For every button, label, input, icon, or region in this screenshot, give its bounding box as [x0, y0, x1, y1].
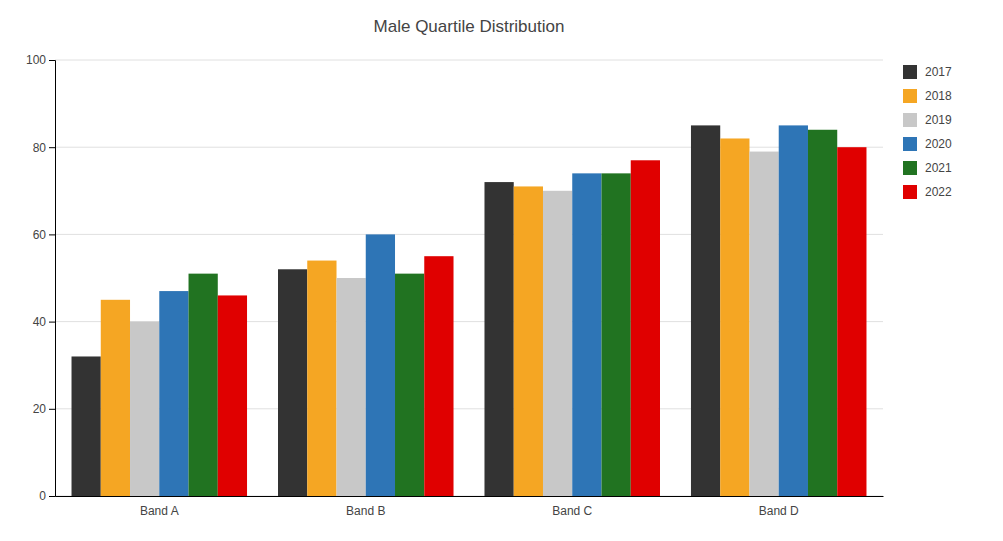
bar-series — [189, 130, 838, 496]
tick-label: Band A — [140, 504, 179, 518]
bar — [749, 152, 778, 496]
bar — [307, 261, 336, 496]
bar — [514, 186, 543, 496]
legend-label: 2017 — [925, 65, 952, 79]
bar — [572, 173, 601, 496]
legend: 2017 2018 2019 2020 2021 2022 — [903, 65, 952, 199]
legend-swatch — [903, 185, 917, 199]
legend-swatch — [903, 113, 917, 127]
bar — [720, 138, 749, 496]
legend-item: 2020 — [903, 137, 952, 151]
bar-series — [101, 138, 750, 496]
tick-mark — [49, 322, 55, 323]
x-tick: Band D — [759, 504, 799, 518]
legend-label: 2018 — [925, 89, 952, 103]
tick-mark — [49, 60, 55, 61]
y-tick: 20 — [33, 402, 55, 416]
tick-label: 100 — [26, 53, 46, 67]
y-tick: 60 — [33, 228, 55, 242]
bar — [72, 356, 101, 496]
tick-label: Band B — [346, 504, 385, 518]
bar — [278, 269, 307, 496]
tick-label: 60 — [33, 228, 47, 242]
legend-item: 2018 — [903, 89, 952, 103]
y-tick: 80 — [33, 141, 55, 155]
bar — [484, 182, 513, 496]
bar — [543, 191, 572, 496]
bars — [72, 125, 867, 496]
title: Male Quartile Distribution — [374, 17, 565, 36]
legend-item: 2022 — [903, 185, 952, 199]
grid-line — [55, 147, 883, 148]
axis-domain — [56, 496, 884, 497]
y-tick: 100 — [26, 53, 55, 67]
legend-label: 2019 — [925, 113, 952, 127]
bar — [101, 300, 130, 496]
bar — [808, 130, 837, 496]
tick-label: Band C — [552, 504, 592, 518]
bar — [631, 160, 660, 496]
bar — [837, 147, 866, 496]
tick-label: Band D — [759, 504, 799, 518]
legend-swatch — [903, 161, 917, 175]
y-axis: 0 20 40 60 80 100 — [26, 53, 56, 503]
bar — [159, 291, 188, 496]
x-tick: Band C — [552, 504, 592, 518]
bar — [218, 295, 247, 496]
tick-mark — [49, 234, 55, 235]
bar-series — [218, 147, 867, 496]
chart-container: 0 20 40 60 80 100 Band A Band B Band C Band D Male… — [0, 0, 1003, 541]
bar — [395, 274, 424, 496]
legend-label: 2022 — [925, 185, 952, 199]
tick-label: 80 — [33, 141, 47, 155]
plot-area: 0 20 40 60 80 100 Band A Band B Band C Band D — [26, 53, 884, 517]
grid-line — [55, 60, 883, 61]
chart-svg: 0 20 40 60 80 100 Band A Band B Band C Band D Male… — [0, 0, 1003, 541]
bar — [424, 256, 453, 496]
y-tick: 40 — [33, 315, 55, 329]
legend-swatch — [903, 137, 917, 151]
bar — [366, 234, 395, 496]
bar — [601, 173, 630, 496]
bar — [691, 125, 720, 496]
tick-mark — [49, 409, 55, 410]
bar — [337, 278, 366, 496]
legend-swatch — [903, 65, 917, 79]
legend-label: 2021 — [925, 161, 952, 175]
legend-swatch — [903, 89, 917, 103]
tick-label: 40 — [33, 315, 47, 329]
tick-mark — [49, 147, 55, 148]
bar — [130, 322, 159, 496]
y-tick: 0 — [39, 489, 55, 503]
bar-series — [159, 125, 808, 496]
tick-label: 20 — [33, 402, 47, 416]
bar — [779, 125, 808, 496]
legend-label: 2020 — [925, 137, 952, 151]
grid — [55, 60, 883, 496]
legend-item: 2021 — [903, 161, 952, 175]
x-tick: Band A — [140, 504, 179, 518]
bar — [189, 274, 218, 496]
legend-item: 2019 — [903, 113, 952, 127]
bar-series — [130, 152, 779, 496]
tick-label: 0 — [39, 489, 46, 503]
legend-item: 2017 — [903, 65, 952, 79]
tick-mark — [49, 496, 55, 497]
x-tick: Band B — [346, 504, 385, 518]
axis-domain — [49, 61, 56, 497]
x-axis: Band A Band B Band C Band D — [56, 497, 884, 518]
bar-series — [72, 125, 721, 496]
